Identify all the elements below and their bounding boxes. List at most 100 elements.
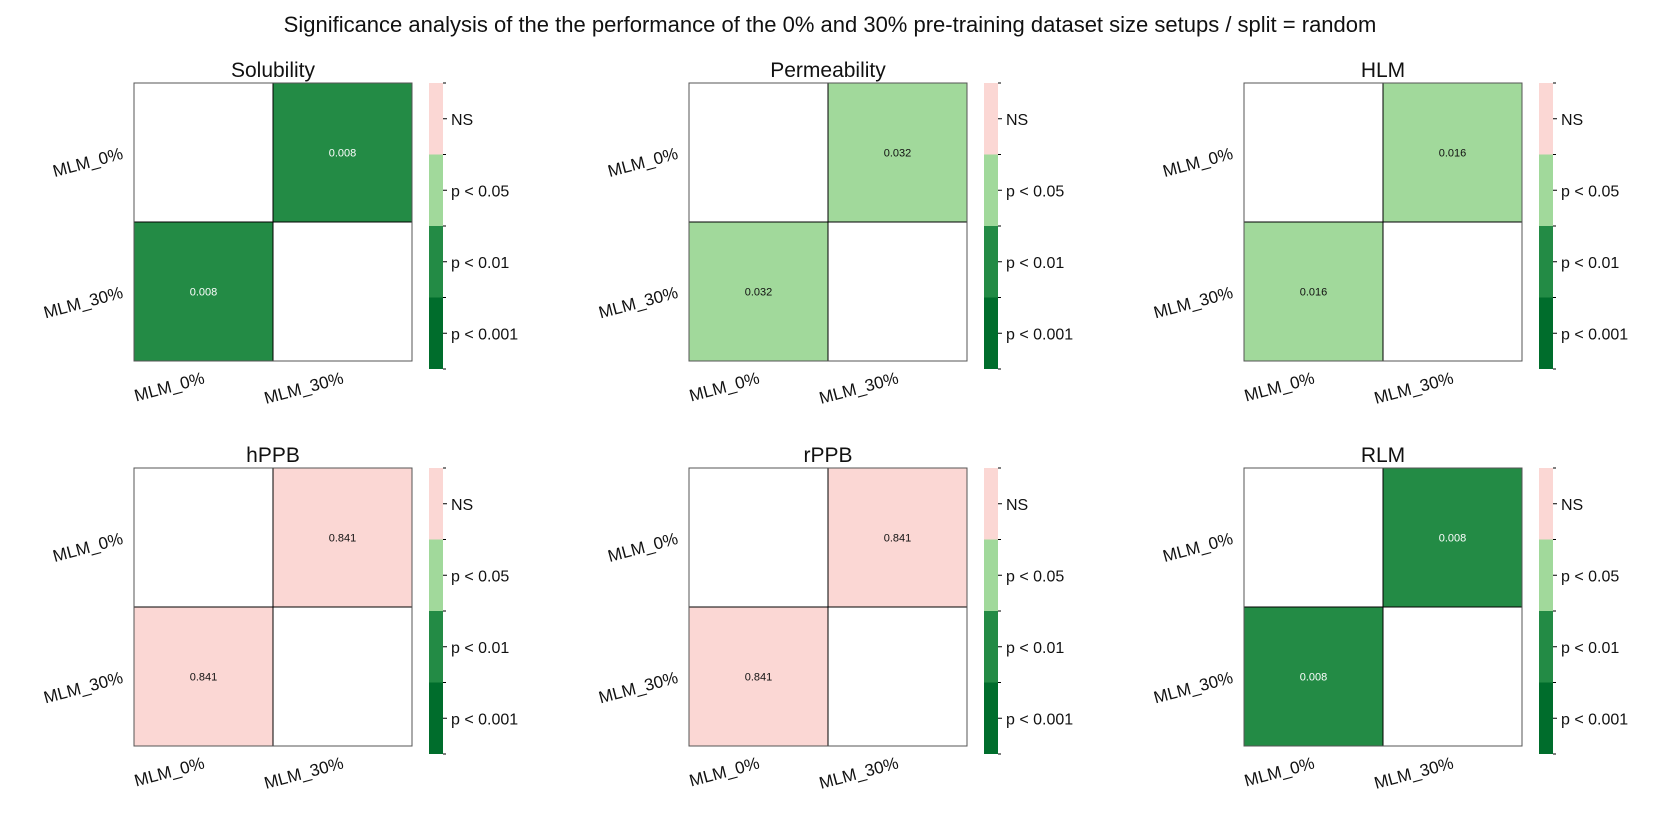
hlm-value-r1-c0: 0.016 <box>1300 287 1328 299</box>
hlm-colorbar-seg-1 <box>1539 154 1553 226</box>
rlm-title: RLM <box>1361 444 1405 467</box>
hppb-colorbar-seg-1 <box>429 539 443 611</box>
hlm-cell-r1-c0 <box>1243 221 1384 362</box>
rlm-colorbar-label-2: p < 0.01 <box>1561 640 1619 657</box>
solubility-cell-r0-c0 <box>133 82 274 223</box>
permeability-colorbar-label-0: NS <box>1006 112 1028 129</box>
solubility-value-r1-c0: 0.008 <box>190 287 218 299</box>
rppb-value-r0-c1: 0.841 <box>884 533 912 545</box>
hppb-cell-r1-c1 <box>272 606 413 747</box>
rlm-colorbar-seg-2 <box>1539 611 1553 683</box>
rlm-cell-r0-c1 <box>1382 467 1523 608</box>
hlm-ytick-1: MLM_30% <box>1152 283 1235 322</box>
rlm-colorbar-seg-1 <box>1539 539 1553 611</box>
hlm-colorbar-label-3: p < 0.001 <box>1561 326 1628 343</box>
rlm-colorbar-label-1: p < 0.05 <box>1561 568 1619 585</box>
solubility-colorbar-label-1: p < 0.05 <box>451 183 509 200</box>
solubility-colorbar-seg-3 <box>429 297 443 369</box>
rlm-frame <box>1243 467 1523 747</box>
rppb-colorbar-label-2: p < 0.01 <box>1006 640 1064 657</box>
solubility-cell-r1-c1 <box>272 221 413 362</box>
hppb-ytick-1: MLM_30% <box>42 668 125 707</box>
solubility-colorbar-label-3: p < 0.001 <box>451 326 518 343</box>
permeability-colorbar-label-3: p < 0.001 <box>1006 326 1073 343</box>
rppb-cell-r1-c1 <box>827 606 968 747</box>
hlm-value-r0-c1: 0.016 <box>1439 148 1467 160</box>
permeability-xtick-1: MLM_30% <box>817 369 900 408</box>
permeability-colorbar-seg-1 <box>984 154 998 226</box>
rlm-colorbar-seg-3 <box>1539 682 1553 754</box>
solubility-ytick-1: MLM_30% <box>42 283 125 322</box>
solubility-value-r0-c1: 0.008 <box>329 148 357 160</box>
hppb-colorbar-seg-3 <box>429 682 443 754</box>
hppb-title: hPPB <box>246 444 300 467</box>
hlm-xtick-0: MLM_0% <box>1242 369 1316 406</box>
permeability-cell-r0-c0 <box>688 82 829 223</box>
permeability-value-r1-c0: 0.032 <box>745 287 773 299</box>
solubility-colorbar-seg-0 <box>429 83 443 155</box>
solubility-ytick-0: MLM_0% <box>51 144 125 181</box>
rlm-xtick-0: MLM_0% <box>1242 754 1316 791</box>
rppb-ytick-0: MLM_0% <box>606 529 680 566</box>
solubility-colorbar-seg-1 <box>429 154 443 226</box>
permeability-value-r0-c1: 0.032 <box>884 148 912 160</box>
solubility-colorbar-seg-2 <box>429 226 443 298</box>
hlm-colorbar-seg-3 <box>1539 297 1553 369</box>
solubility-colorbar-label-0: NS <box>451 112 473 129</box>
rlm-cell-r0-c0 <box>1243 467 1384 608</box>
rppb-value-r1-c0: 0.841 <box>745 672 773 684</box>
hppb-frame <box>133 467 413 747</box>
rlm-colorbar-label-0: NS <box>1561 497 1583 514</box>
rppb-colorbar-seg-2 <box>984 611 998 683</box>
permeability-colorbar-label-1: p < 0.05 <box>1006 183 1064 200</box>
hlm-ytick-0: MLM_0% <box>1161 144 1235 181</box>
rlm-colorbar-seg-0 <box>1539 468 1553 540</box>
rppb-colorbar-seg-0 <box>984 468 998 540</box>
permeability-cell-r1-c1 <box>827 221 968 362</box>
solubility-frame <box>133 82 413 362</box>
rppb-colorbar-seg-1 <box>984 539 998 611</box>
rlm-xtick-1: MLM_30% <box>1372 754 1455 793</box>
permeability-colorbar-seg-2 <box>984 226 998 298</box>
rppb-colorbar-label-3: p < 0.001 <box>1006 711 1073 728</box>
permeability-colorbar-label-2: p < 0.01 <box>1006 255 1064 272</box>
hlm-cell-r0-c0 <box>1243 82 1384 223</box>
rppb-frame <box>688 467 968 747</box>
hppb-value-r1-c0: 0.841 <box>190 672 218 684</box>
hppb-colorbar-seg-0 <box>429 468 443 540</box>
hppb-xtick-0: MLM_0% <box>132 754 206 791</box>
hlm-colorbar-label-2: p < 0.01 <box>1561 255 1619 272</box>
hlm-colorbar-seg-2 <box>1539 226 1553 298</box>
hppb-colorbar-label-0: NS <box>451 497 473 514</box>
rlm-ytick-1: MLM_30% <box>1152 668 1235 707</box>
hlm-cell-r1-c1 <box>1382 221 1523 362</box>
rlm-cell-r1-c0 <box>1243 606 1384 747</box>
rppb-colorbar-seg-3 <box>984 682 998 754</box>
hppb-xtick-1: MLM_30% <box>262 754 345 793</box>
figure-title: Significance analysis of the the perform… <box>284 12 1377 37</box>
hlm-frame <box>1243 82 1523 362</box>
rlm-ytick-0: MLM_0% <box>1161 529 1235 566</box>
permeability-cell-r1-c0 <box>688 221 829 362</box>
hppb-colorbar-label-2: p < 0.01 <box>451 640 509 657</box>
hppb-value-r0-c1: 0.841 <box>329 533 357 545</box>
solubility-cell-r0-c1 <box>272 82 413 223</box>
permeability-title: Permeability <box>770 59 886 82</box>
rlm-cell-r1-c1 <box>1382 606 1523 747</box>
rlm-colorbar-label-3: p < 0.001 <box>1561 711 1628 728</box>
hppb-colorbar-label-1: p < 0.05 <box>451 568 509 585</box>
hlm-xtick-1: MLM_30% <box>1372 369 1455 408</box>
solubility-title: Solubility <box>231 59 316 82</box>
hlm-title: HLM <box>1361 59 1405 82</box>
rppb-xtick-0: MLM_0% <box>687 754 761 791</box>
hppb-colorbar-label-3: p < 0.001 <box>451 711 518 728</box>
rppb-cell-r0-c1 <box>827 467 968 608</box>
hlm-colorbar-seg-0 <box>1539 83 1553 155</box>
permeability-colorbar-seg-3 <box>984 297 998 369</box>
hppb-colorbar-seg-2 <box>429 611 443 683</box>
permeability-ytick-0: MLM_0% <box>606 144 680 181</box>
hppb-cell-r0-c1 <box>272 467 413 608</box>
hlm-cell-r0-c1 <box>1382 82 1523 223</box>
